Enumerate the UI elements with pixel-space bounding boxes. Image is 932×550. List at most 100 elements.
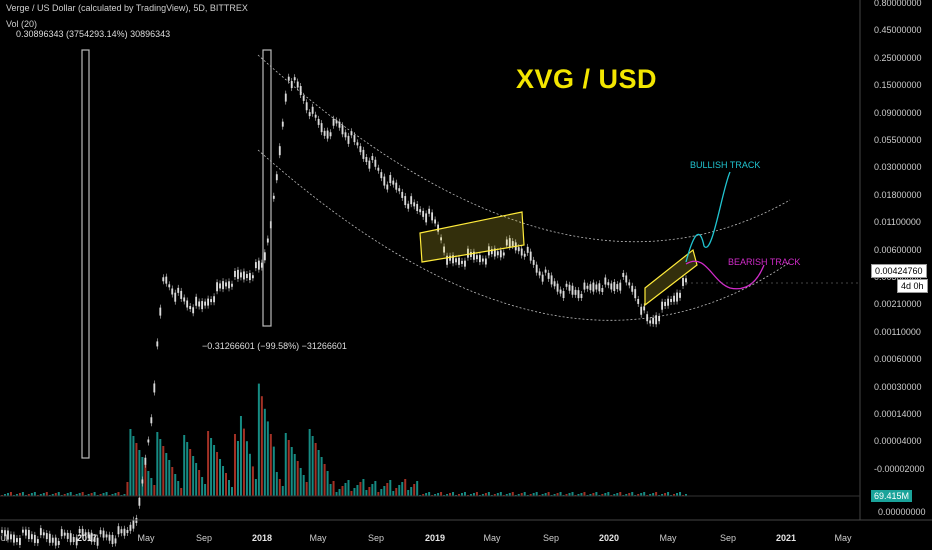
volume-bar: [398, 485, 401, 496]
volume-bar: [293, 454, 296, 496]
measure-bar-1: [81, 49, 90, 459]
volume-bar: [607, 492, 610, 496]
x-tick-label: May: [659, 533, 677, 543]
volume-bar: [42, 493, 45, 496]
volume-bar: [640, 493, 643, 496]
y-tick-label: 0.03000000: [874, 162, 922, 173]
volume-bar: [54, 493, 57, 496]
last-volume-badge: 69.415M: [871, 490, 913, 502]
y-tick-label: 0.00060000: [874, 354, 922, 365]
measure-annotation-bottom: −0.31266601 (−99.58%) −31266601: [202, 341, 347, 351]
candle-countdown-badge: 4d 0h: [897, 279, 928, 293]
y-tick-label: 0.01800000: [874, 189, 922, 200]
volume-bar: [326, 471, 329, 496]
volume-bar: [323, 464, 326, 496]
y-tick-label: 0.00014000: [874, 409, 922, 419]
last-price-badge: 0.00424760: [871, 264, 927, 278]
volume-bar: [165, 453, 168, 496]
volume-bar: [81, 492, 84, 496]
volume-bar: [210, 438, 213, 496]
volume-bar: [18, 493, 21, 496]
volume-bar: [434, 494, 437, 496]
volume-bar: [27, 494, 30, 496]
volume-bar: [449, 493, 452, 496]
x-tick-label: May: [309, 533, 327, 543]
volume-bar: [204, 484, 207, 496]
volume-bar: [144, 464, 147, 496]
volume-bar: [254, 479, 257, 496]
volume-bar: [353, 488, 356, 496]
volume-bar: [499, 492, 502, 496]
y-tick-label: 0.00030000: [874, 381, 922, 392]
volume-bar: [511, 492, 514, 496]
volume-bar: [374, 481, 377, 496]
volume-bar: [171, 467, 174, 496]
volume-bar: [6, 493, 9, 496]
volume-bar: [416, 481, 419, 496]
volume-bar: [589, 494, 592, 496]
volume-bar: [679, 492, 682, 496]
volume-bar: [272, 446, 275, 496]
volume-bar: [541, 494, 544, 496]
volume-bar: [437, 493, 440, 496]
x-tick-label: 2020: [598, 533, 620, 543]
volume-bar: [422, 494, 425, 496]
volume-bar: [269, 434, 272, 496]
volume-bar: [236, 441, 239, 496]
volume-bar: [347, 480, 350, 496]
volume-bar: [676, 493, 679, 496]
volume-bar: [643, 492, 646, 496]
volume-bar: [625, 494, 628, 496]
rising-channel: [644, 248, 698, 307]
volume-bar: [311, 436, 314, 496]
volume-bar: [667, 492, 670, 496]
volume-bar: [317, 450, 320, 496]
volume-bar: [263, 408, 266, 496]
bearish-track-label: BEARISH TRACK: [728, 257, 801, 267]
volume-bar: [114, 493, 117, 496]
volume-bar: [150, 478, 153, 496]
volume-bar: [99, 494, 102, 496]
volume-bar: [619, 492, 622, 496]
volume-bar: [135, 443, 138, 496]
volume-bar: [308, 429, 311, 496]
volume-bar: [356, 485, 359, 496]
volume-bar: [192, 456, 195, 496]
x-tick-label: May: [483, 533, 501, 543]
volume-bar: [368, 487, 371, 496]
x-tick-label: Jul: [0, 533, 8, 543]
volume-bar: [425, 493, 428, 496]
volume-bar: [365, 490, 368, 496]
volume-bar: [183, 435, 186, 496]
volume-bars: [1, 383, 687, 496]
volume-bar: [320, 457, 323, 496]
volume-bar: [296, 461, 299, 496]
volume-bar: [335, 492, 338, 496]
volume-bar: [284, 433, 287, 496]
volume-bar: [457, 494, 460, 496]
volume-bar: [350, 491, 353, 496]
volume-bar: [359, 482, 362, 496]
volume-bar: [222, 466, 225, 496]
volume-bar: [649, 494, 652, 496]
volume-bar: [213, 445, 216, 496]
volume-bar: [186, 442, 189, 496]
volume-bar: [637, 494, 640, 496]
volume-bar: [78, 493, 81, 496]
volume-bar: [655, 492, 658, 496]
bullish-track-label: BULLISH TRACK: [690, 160, 761, 170]
volume-bar: [685, 494, 687, 496]
volume-bar: [302, 475, 305, 496]
x-tick-label: May: [137, 533, 155, 543]
volume-bar: [332, 481, 335, 496]
volume-bar: [257, 383, 260, 496]
volume-bar: [371, 484, 374, 496]
volume-bar: [389, 480, 392, 496]
x-tick-label: Sep: [367, 533, 385, 543]
volume-bar: [207, 431, 210, 496]
chart-title: XVG / USD: [516, 64, 658, 94]
x-tick-label: 2018: [251, 533, 273, 543]
volume-bar: [15, 494, 18, 496]
volume-bar: [290, 447, 293, 496]
volume-bar: [305, 482, 308, 496]
